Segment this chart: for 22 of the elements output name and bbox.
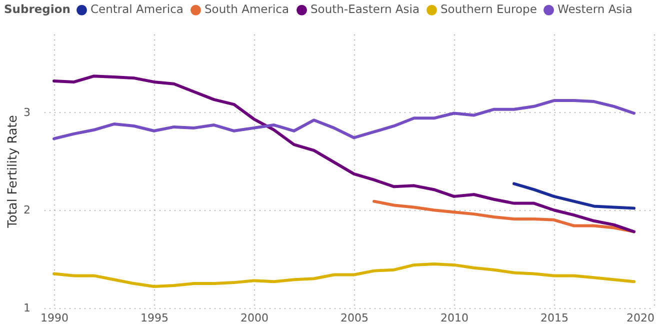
x-tick-label: 2010	[440, 312, 468, 324]
x-tick-label: 2020	[626, 312, 654, 324]
legend-label: South America	[204, 2, 290, 16]
x-tick-label: 2000	[240, 312, 268, 324]
line-series	[52, 262, 636, 288]
y-tick-label: 3	[24, 106, 30, 119]
x-tick-label: 2005	[340, 312, 368, 324]
x-tick-label: 1995	[140, 312, 168, 324]
line-series	[512, 182, 636, 210]
legend-label: Central America	[90, 2, 184, 16]
line-series	[52, 74, 636, 234]
y-tick-label: 1	[24, 302, 30, 314]
y-tick-label: 2	[24, 204, 30, 217]
line-series	[52, 99, 636, 140]
legend-label: Western Asia	[558, 2, 632, 16]
line-series	[372, 200, 636, 234]
x-tick-label: 2015	[540, 312, 568, 324]
y-axis-title: Total Fertility Rate	[4, 114, 20, 229]
x-tick-label: 1990	[40, 312, 68, 324]
legend-title: Subregion	[4, 2, 70, 16]
legend-label: Southern Europe	[440, 2, 537, 16]
legend-label: South-Eastern Asia	[310, 2, 420, 16]
